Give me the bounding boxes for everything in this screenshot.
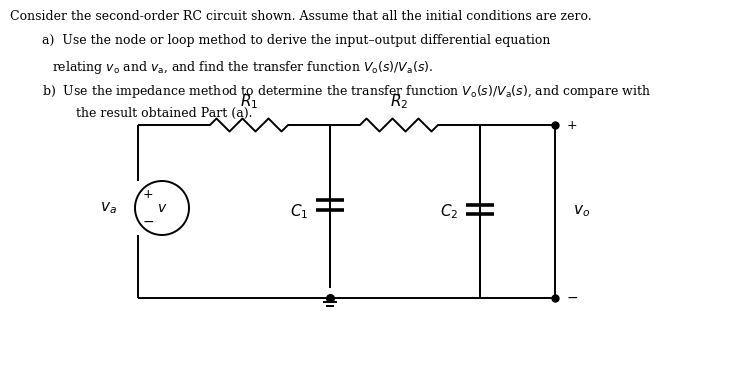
Text: relating $v_{\rm o}$ and $v_{\rm a}$, and find the transfer function $V_{\rm o}(: relating $v_{\rm o}$ and $v_{\rm a}$, an… (52, 59, 433, 76)
Text: $R_2$: $R_2$ (390, 92, 408, 111)
Text: $v$: $v$ (157, 201, 167, 215)
Text: $v_a$: $v_a$ (100, 200, 117, 216)
Text: $C_2$: $C_2$ (439, 202, 458, 221)
Text: −: − (142, 215, 154, 229)
Text: +: + (143, 188, 153, 201)
Text: +: + (567, 118, 578, 131)
Text: $v_o$: $v_o$ (573, 204, 590, 219)
Text: b)  Use the impedance method to determine the transfer function $V_{\rm o}(s)/V_: b) Use the impedance method to determine… (42, 83, 651, 100)
Text: the result obtained Part (a).: the result obtained Part (a). (52, 107, 252, 120)
Text: $C_1$: $C_1$ (290, 202, 308, 221)
Text: $R_1$: $R_1$ (240, 92, 258, 111)
Text: −: − (567, 291, 578, 305)
Text: a)  Use the node or loop method to derive the input–output differential equation: a) Use the node or loop method to derive… (42, 34, 550, 47)
Text: Consider the second-order RC circuit shown. Assume that all the initial conditio: Consider the second-order RC circuit sho… (10, 10, 592, 23)
